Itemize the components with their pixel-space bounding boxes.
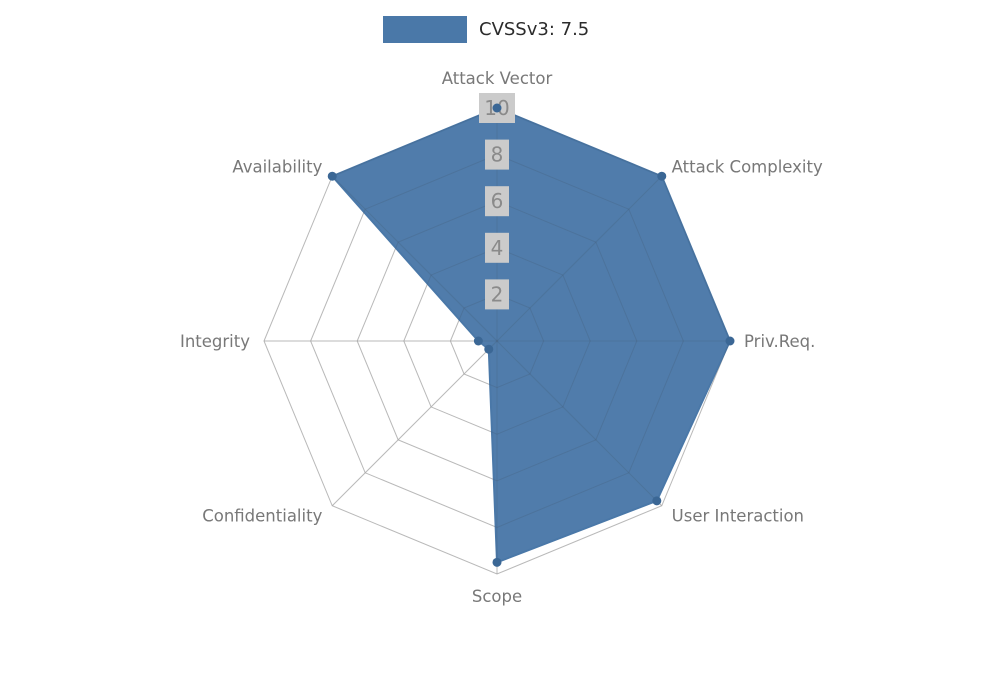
series-markers [327,103,735,567]
series-marker [657,171,667,181]
grid-spoke [331,340,498,507]
chart-legend: CVSSv3: 7.5 [383,16,589,43]
grid-spoke-overlay [331,175,498,342]
axis-label-attack-complexity: Attack Complexity [672,157,823,176]
radial-tick-labels: 246810 [479,93,515,310]
radial-tick-label: 2 [491,282,504,306]
axis-label-confidentiality: Confidentiality [202,507,322,526]
radial-tick-label: 4 [491,236,504,260]
radial-tick-box [485,186,509,217]
radial-tick-box [485,139,509,170]
grid-ring-overlay [403,247,591,435]
axis-label-integrity: Integrity [180,332,250,351]
grid-spoke-overlay [496,175,663,342]
series-marker [652,496,662,506]
series-area [331,107,731,564]
grid-spoke-overlay [496,340,663,507]
axis-labels: Attack Vector Attack Complexity Priv.Req. U… [180,69,823,606]
series-marker [484,344,494,354]
grid-spoke-overlay [331,340,498,507]
legend-label: CVSSv3: 7.5 [479,19,590,40]
series-marker [327,171,337,181]
axis-label-attack-vector: Attack Vector [442,69,553,88]
grid-ring-overlay [356,200,638,482]
grid-ring-overlay [263,107,731,575]
axis-label-availability: Availability [232,157,322,176]
series-marker [473,336,483,346]
radial-tick-label: 6 [491,189,504,213]
grid-ring-overlay [310,154,684,528]
axis-label-user-interaction: User Interaction [672,507,804,526]
radial-tick-label: 8 [491,143,504,167]
grid-ring-overlay [449,293,545,389]
radial-tick-box [485,232,509,263]
series-marker [725,336,735,346]
axis-label-scope: Scope [472,587,522,606]
legend-swatch [383,16,467,43]
axis-label-priv-req: Priv.Req. [744,332,815,351]
series-marker [492,103,502,113]
series-marker [492,557,502,567]
radar-grid-overlay [263,107,731,575]
radial-tick-box [485,279,509,310]
